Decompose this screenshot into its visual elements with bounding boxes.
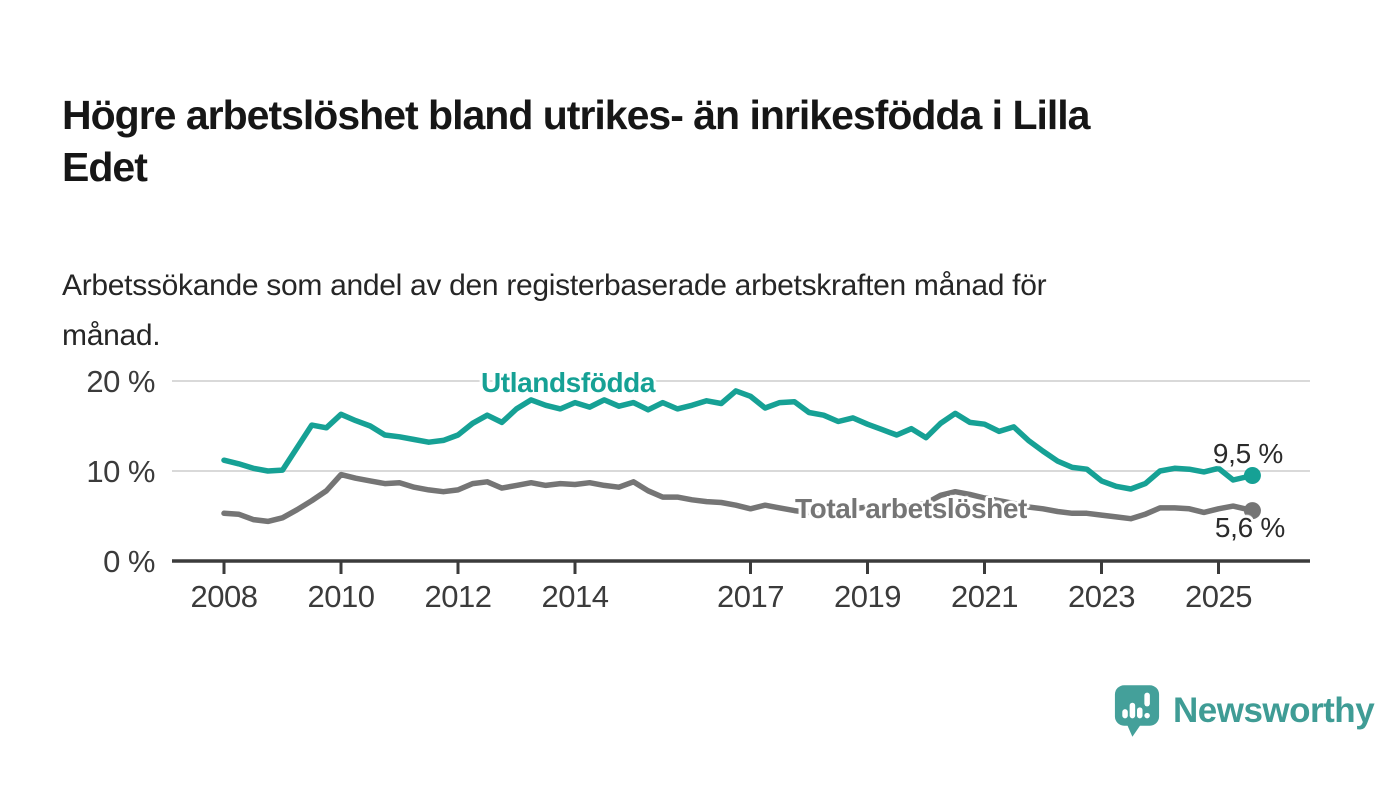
end-value-label-utlandsfodda: 9,5 % — [1212, 438, 1283, 469]
x-tick-label: 2019 — [834, 579, 901, 614]
page-title-line-1: Högre arbetslöshet bland utrikes- än inr… — [62, 92, 1090, 139]
x-tick-label: 2008 — [191, 579, 258, 614]
x-tick-label: 2021 — [951, 579, 1018, 614]
newsworthy-logo-icon — [1114, 685, 1160, 737]
end-value-label-total-arbetsloshet: 5,6 % — [1214, 512, 1285, 543]
series-line-1 — [221, 471, 1256, 525]
x-tick-label: 2010 — [308, 579, 375, 614]
x-tick-label: 2012 — [425, 579, 492, 614]
logo-bar-chart-glyph — [1122, 692, 1150, 719]
line-chart: 0 % 10 % 20 % 2008 2010 2012 2014 2017 2019 2021 2… — [86, 364, 1310, 614]
chart-subtitle: Arbetssökande som andel av den registerb… — [62, 261, 1047, 361]
x-tick-label: 2017 — [717, 579, 784, 614]
chart-subtitle-line-1: Arbetssökande som andel av den registerb… — [62, 269, 1047, 302]
y-tick-label: 20 % — [86, 364, 155, 399]
x-tick-label: 2025 — [1185, 579, 1252, 614]
x-tick-label: 2014 — [542, 579, 609, 614]
page-title-line-2: Edet — [62, 144, 148, 191]
y-tick-label: 0 % — [103, 544, 155, 579]
x-tick-label: 2023 — [1068, 579, 1135, 614]
newsworthy-branding: Newsworthy — [1114, 684, 1375, 738]
newsworthy-wordmark: Newsworthy — [1173, 691, 1375, 730]
series-label-utlandsfodda: Utlandsfödda — [480, 367, 656, 398]
series-line-0 — [221, 388, 1256, 492]
y-tick-label: 10 % — [86, 454, 155, 489]
series-label-total-arbetsloshet: Total arbetslöshet — [795, 493, 1027, 524]
series-end-dot-1 — [1243, 502, 1261, 520]
series-end-dot-0 — [1243, 467, 1261, 484]
page-title: Högre arbetslöshet bland utrikes- än inr… — [62, 89, 1090, 193]
chart-subtitle-line-2: månad. — [62, 319, 161, 352]
